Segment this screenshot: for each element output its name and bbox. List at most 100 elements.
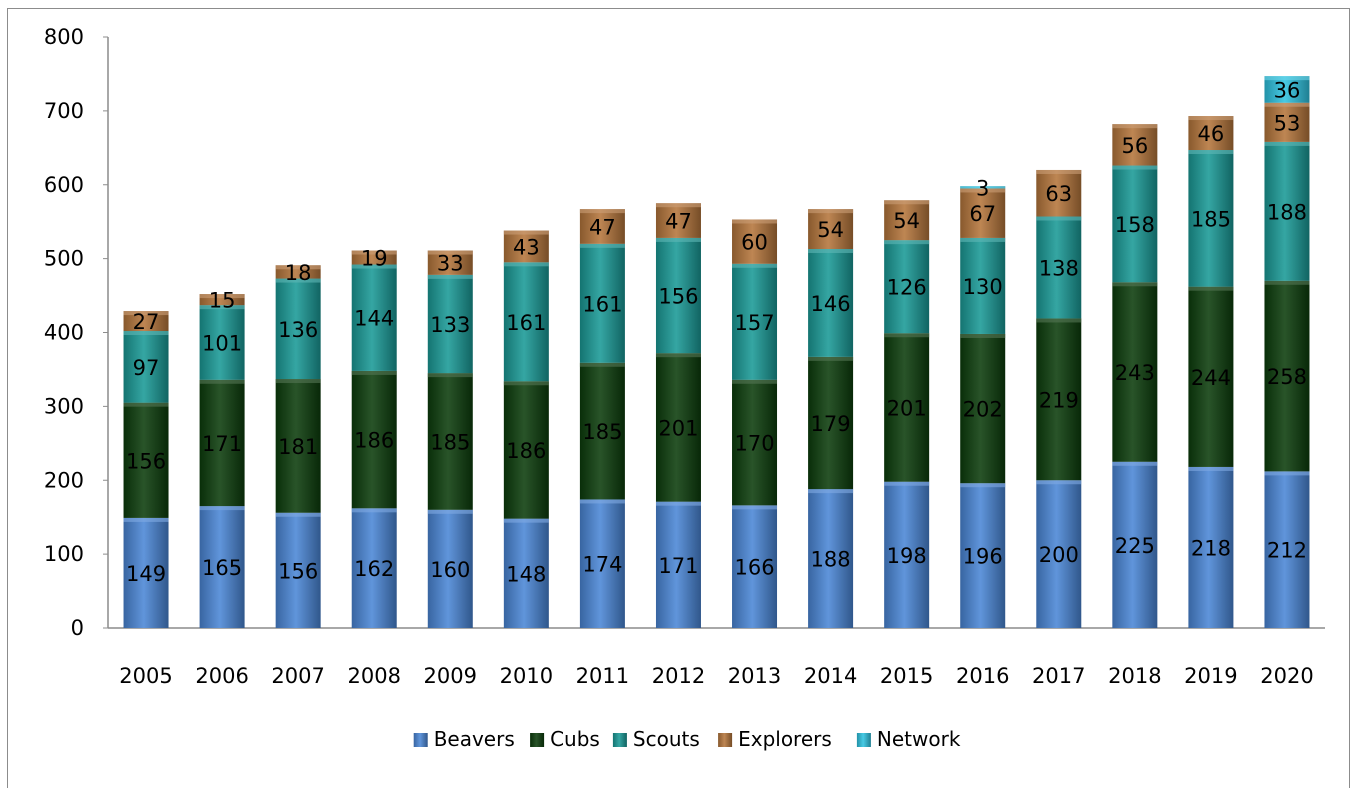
bar-bevel [1264, 76, 1310, 81]
data-label-beavers-2011: 174 [582, 553, 622, 577]
data-label-scouts-2008: 144 [354, 307, 394, 331]
data-label-network-2020: 36 [1274, 78, 1301, 102]
bar-bevel [884, 481, 930, 486]
bar-bevel [1112, 124, 1158, 129]
data-label-cubs-2019: 244 [1191, 366, 1231, 390]
bar-cubs-2013 [732, 379, 778, 506]
bar-bevel [123, 311, 169, 316]
data-label-scouts-2020: 188 [1267, 200, 1307, 224]
data-label-explorers-2015: 54 [893, 209, 920, 233]
bar-scouts-2006 [199, 305, 245, 380]
legend-swatch [718, 733, 733, 747]
data-label-scouts-2019: 185 [1191, 207, 1231, 231]
bar-bevel [1036, 480, 1082, 485]
bar-explorers-2011 [579, 209, 625, 244]
data-label-scouts-2013: 157 [734, 311, 774, 335]
x-tick-label: 2010 [500, 664, 553, 688]
bar-beavers-2006 [199, 506, 245, 628]
legend-swatch [530, 733, 545, 747]
bars [123, 76, 1310, 628]
bar-bevel [1188, 286, 1234, 291]
bar-cubs-2010 [503, 381, 549, 519]
x-tick-label: 2013 [728, 664, 781, 688]
bar-bevel [503, 518, 549, 523]
data-label-cubs-2014: 179 [811, 412, 851, 436]
bar-bevel [1264, 280, 1310, 285]
bar-cubs-2016 [960, 333, 1006, 484]
bar-beavers-2020 [1264, 471, 1310, 628]
data-label-beavers-2014: 188 [811, 548, 851, 572]
data-label-scouts-2005: 97 [133, 356, 160, 380]
bar-beavers-2005 [123, 517, 169, 628]
y-tick-label: 600 [44, 173, 84, 197]
bar-beavers-2018 [1112, 461, 1158, 628]
data-label-network-2016: 3 [976, 176, 989, 200]
data-label-cubs-2012: 201 [658, 416, 698, 440]
bar-beavers-2010 [503, 518, 549, 628]
x-tick-label: 2015 [880, 664, 933, 688]
bar-cubs-2018 [1112, 282, 1158, 462]
bar-scouts-2015 [884, 240, 930, 334]
bar-bevel [1264, 471, 1310, 476]
bar-cubs-2008 [351, 370, 397, 509]
legend: Beavers Cubs Scouts Explorers Network [413, 727, 961, 751]
bar-beavers-2014 [808, 489, 854, 628]
data-label-scouts-2018: 158 [1115, 213, 1155, 237]
bar-beavers-2015 [884, 481, 930, 628]
data-label-explorers-2009: 33 [437, 252, 464, 276]
legend-item-explorers: Explorers [718, 727, 832, 751]
data-label-beavers-2015: 198 [887, 544, 927, 568]
data-label-explorers-2014: 54 [817, 218, 844, 242]
data-label-explorers-2016: 67 [969, 202, 996, 226]
data-label-cubs-2018: 243 [1115, 361, 1155, 385]
data-label-scouts-2017: 138 [1039, 256, 1079, 280]
bar-scouts-2016 [960, 237, 1006, 334]
bar-bevel [1188, 150, 1234, 155]
bar-bevel [199, 506, 245, 511]
bar-bevel [427, 509, 473, 514]
bar-bevel [960, 188, 1006, 193]
bar-scouts-2018 [1112, 165, 1158, 283]
x-tick-label: 2011 [576, 664, 629, 688]
bar-bevel [199, 294, 245, 299]
bar-bevel [732, 219, 778, 224]
legend-item-network: Network [856, 727, 961, 751]
bar-bevel [655, 203, 701, 208]
bar-bevel [351, 264, 397, 269]
y-tick-label: 400 [44, 321, 84, 345]
data-label-beavers-2019: 218 [1191, 536, 1231, 560]
bar-cubs-2017 [1036, 318, 1082, 481]
bar-bevel [199, 305, 245, 310]
data-label-scouts-2009: 133 [430, 313, 470, 337]
bar-bevel [732, 505, 778, 510]
bar-explorers-2013 [732, 219, 778, 264]
data-label-cubs-2010: 186 [506, 439, 546, 463]
bar-bevel [1112, 165, 1158, 170]
y-tick-label: 700 [44, 99, 84, 123]
bar-scouts-2011 [579, 243, 625, 363]
bar-beavers-2011 [579, 499, 625, 628]
y-tick-label: 300 [44, 394, 84, 418]
bar-bevel [427, 274, 473, 279]
x-tick-label: 2006 [195, 664, 248, 688]
data-label-cubs-2020: 258 [1267, 365, 1307, 389]
legend-label: Beavers [434, 727, 515, 751]
data-label-explorers-2017: 63 [1045, 182, 1072, 206]
bar-bevel [1112, 461, 1158, 466]
data-label-cubs-2013: 170 [734, 432, 774, 456]
bar-scouts-2014 [808, 249, 854, 357]
bar-bevel [1188, 466, 1234, 471]
bar-explorers-2005 [123, 311, 169, 332]
bar-bevel [808, 489, 854, 494]
data-label-scouts-2014: 146 [811, 292, 851, 316]
bar-bevel [123, 517, 169, 522]
segment-labels: 149 156 97 27 165 171 101 15 156 181 136 18 162 186 14… [126, 78, 1307, 586]
bar-bevel [579, 243, 625, 248]
data-label-cubs-2009: 185 [430, 430, 470, 454]
y-tick-label: 0 [71, 616, 84, 640]
bar-beavers-2019 [1188, 466, 1234, 628]
data-label-cubs-2017: 219 [1039, 388, 1079, 412]
data-label-cubs-2005: 156 [126, 449, 166, 473]
bar-bevel [123, 331, 169, 336]
